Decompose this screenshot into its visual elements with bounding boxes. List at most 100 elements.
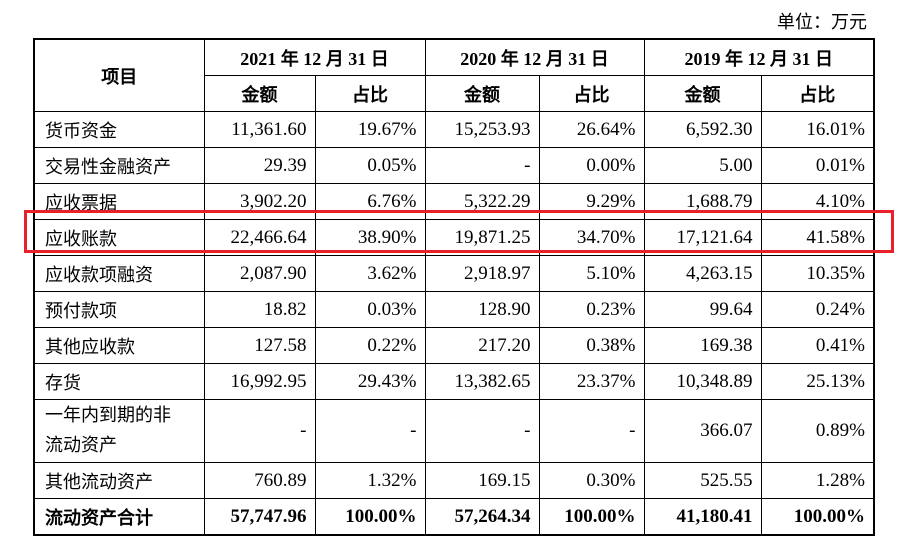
cell-value: 6,592.30 xyxy=(643,111,762,148)
cell-value: 10.35% xyxy=(760,255,875,292)
cell-value: 29.39 xyxy=(203,147,316,184)
table-row: 存货 16,992.95 29.43% 13,382.65 23.37% 10,… xyxy=(33,363,875,400)
cell-value: 2,918.97 xyxy=(424,255,540,292)
cell-value: 760.89 xyxy=(203,462,316,499)
row-label-line: 流动资产 xyxy=(45,435,117,456)
cell-value: 4.10% xyxy=(760,183,875,220)
cell-value: 366.07 xyxy=(643,399,762,463)
ratio-header: 占比 xyxy=(760,75,875,112)
cell-value: 57,747.96 xyxy=(203,498,316,536)
current-assets-table: 项目 2021 年 12 月 31 日 2020 年 12 月 31 日 201… xyxy=(33,38,875,536)
table-row: 货币资金 11,361.60 19.67% 15,253.93 26.64% 6… xyxy=(33,111,875,148)
cell-value: 169.38 xyxy=(643,327,762,364)
cell-value: 217.20 xyxy=(424,327,540,364)
cell-value: 16,992.95 xyxy=(203,363,316,400)
period-header-2021: 2021 年 12 月 31 日 xyxy=(203,38,426,76)
cell-value: - xyxy=(314,399,426,463)
cell-value: 0.38% xyxy=(538,327,645,364)
cell-value: 0.05% xyxy=(314,147,426,184)
table-row: 其他应收款 127.58 0.22% 217.20 0.38% 169.38 0… xyxy=(33,327,875,364)
cell-value: 25.13% xyxy=(760,363,875,400)
cell-value: 127.58 xyxy=(203,327,316,364)
cell-value: 16.01% xyxy=(760,111,875,148)
table-row: 预付款项 18.82 0.03% 128.90 0.23% 99.64 0.24… xyxy=(33,291,875,328)
row-label: 预付款项 xyxy=(33,291,205,328)
table-body: 货币资金 11,361.60 19.67% 15,253.93 26.64% 6… xyxy=(33,111,875,536)
cell-value: 3.62% xyxy=(314,255,426,292)
cell-value: 0.22% xyxy=(314,327,426,364)
cell-value: 1,688.79 xyxy=(643,183,762,220)
cell-value: 0.30% xyxy=(538,462,645,499)
cell-value: 0.41% xyxy=(760,327,875,364)
cell-value: 0.01% xyxy=(760,147,875,184)
row-label: 流动资产合计 xyxy=(33,498,205,536)
cell-value: - xyxy=(424,147,540,184)
cell-value: 41,180.41 xyxy=(643,498,762,536)
row-label: 货币资金 xyxy=(33,111,205,148)
cell-value: 0.24% xyxy=(760,291,875,328)
cell-value: 5,322.29 xyxy=(424,183,540,220)
cell-value: 2,087.90 xyxy=(203,255,316,292)
cell-value: 100.00% xyxy=(760,498,875,536)
cell-value: 100.00% xyxy=(314,498,426,536)
cell-value: 38.90% xyxy=(314,219,426,256)
cell-value: 169.15 xyxy=(424,462,540,499)
cell-value: 0.00% xyxy=(538,147,645,184)
cell-value: 13,382.65 xyxy=(424,363,540,400)
cell-value: 99.64 xyxy=(643,291,762,328)
cell-value: 5.00 xyxy=(643,147,762,184)
cell-value: 11,361.60 xyxy=(203,111,316,148)
cell-value: 100.00% xyxy=(538,498,645,536)
row-label-line: 一年内到期的非 xyxy=(45,405,171,426)
row-label: 应收账款 xyxy=(33,219,205,256)
cell-value: - xyxy=(203,399,316,463)
cell-value: 0.89% xyxy=(760,399,875,463)
amount-header: 金额 xyxy=(643,75,762,112)
cell-value: 19,871.25 xyxy=(424,219,540,256)
table-row: 应收票据 3,902.20 6.76% 5,322.29 9.29% 1,688… xyxy=(33,183,875,220)
cell-value: 29.43% xyxy=(314,363,426,400)
table-row: 一年内到期的非 流动资产 - - - - 366.07 0.89% xyxy=(33,399,875,463)
table-row: 应收款项融资 2,087.90 3.62% 2,918.97 5.10% 4,2… xyxy=(33,255,875,292)
row-label: 交易性金融资产 xyxy=(33,147,205,184)
ratio-header: 占比 xyxy=(538,75,645,112)
cell-value: 23.37% xyxy=(538,363,645,400)
header-row-columns: 金额 占比 金额 占比 金额 占比 xyxy=(34,75,875,112)
cell-value: 26.64% xyxy=(538,111,645,148)
row-label: 一年内到期的非 流动资产 xyxy=(33,399,205,463)
period-header-2020: 2020 年 12 月 31 日 xyxy=(424,38,645,76)
row-label: 存货 xyxy=(33,363,205,400)
cell-value: 1.28% xyxy=(760,462,875,499)
table-row: 其他流动资产 760.89 1.32% 169.15 0.30% 525.55 … xyxy=(33,462,875,499)
cell-value: 128.90 xyxy=(424,291,540,328)
cell-value: 15,253.93 xyxy=(424,111,540,148)
amount-header: 金额 xyxy=(203,75,316,112)
row-label: 应收款项融资 xyxy=(33,255,205,292)
row-label: 应收票据 xyxy=(33,183,205,220)
cell-value: 9.29% xyxy=(538,183,645,220)
amount-header: 金额 xyxy=(424,75,540,112)
cell-value: 4,263.15 xyxy=(643,255,762,292)
row-label: 其他应收款 xyxy=(33,327,205,364)
cell-value: 19.67% xyxy=(314,111,426,148)
cell-value: 6.76% xyxy=(314,183,426,220)
cell-value: 57,264.34 xyxy=(424,498,540,536)
table-row: 交易性金融资产 29.39 0.05% - 0.00% 5.00 0.01% xyxy=(33,147,875,184)
cell-value: 525.55 xyxy=(643,462,762,499)
total-row: 流动资产合计 57,747.96 100.00% 57,264.34 100.0… xyxy=(33,498,875,536)
cell-value: 0.03% xyxy=(314,291,426,328)
table-row-highlighted: 应收账款 22,466.64 38.90% 19,871.25 34.70% 1… xyxy=(33,219,875,256)
highlight-box xyxy=(24,210,894,253)
header-row-periods: 项目 2021 年 12 月 31 日 2020 年 12 月 31 日 201… xyxy=(33,38,875,112)
cell-value: 5.10% xyxy=(538,255,645,292)
cell-value: 0.23% xyxy=(538,291,645,328)
period-header-2019: 2019 年 12 月 31 日 xyxy=(643,38,875,76)
cell-value: 22,466.64 xyxy=(203,219,316,256)
item-header: 项目 xyxy=(33,38,205,112)
cell-value: 18.82 xyxy=(203,291,316,328)
unit-label: 单位：万元 xyxy=(777,12,867,33)
ratio-header: 占比 xyxy=(314,75,426,112)
cell-value: - xyxy=(424,399,540,463)
cell-value: 3,902.20 xyxy=(203,183,316,220)
cell-value: - xyxy=(538,399,645,463)
